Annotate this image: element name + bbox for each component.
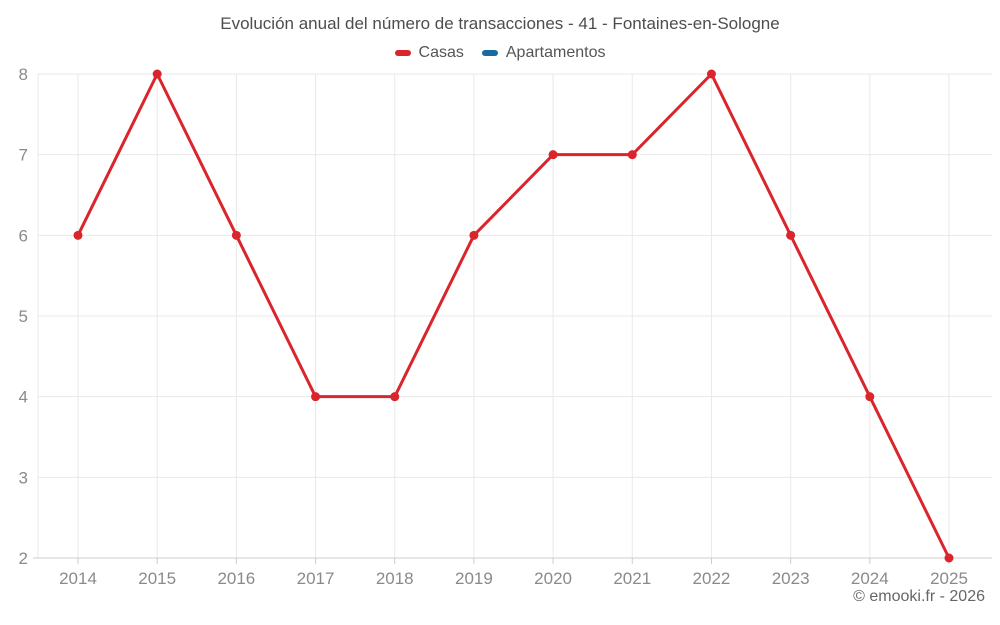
y-tick-label: 7 <box>19 146 28 165</box>
x-tick-label: 2014 <box>59 569 97 588</box>
data-point-casas-2018[interactable] <box>390 392 400 402</box>
y-tick-label: 6 <box>19 226 28 245</box>
legend-item-apartamentos[interactable]: Apartamentos <box>481 44 606 62</box>
data-point-casas-2025[interactable] <box>944 553 954 563</box>
series-line-casas <box>76 72 951 560</box>
chart-title: Evolución anual del número de transaccio… <box>220 14 780 33</box>
legend-swatch-casas <box>394 50 411 56</box>
data-point-casas-2015[interactable] <box>152 69 162 79</box>
y-tick-label: 2 <box>19 549 28 568</box>
data-point-casas-2024[interactable] <box>865 392 875 402</box>
y-tick-label: 3 <box>19 468 28 487</box>
x-tick-label: 2016 <box>217 569 255 588</box>
data-point-casas-2019[interactable] <box>469 230 479 240</box>
x-tick-label: 2023 <box>772 569 810 588</box>
legend-swatch-apartamentos <box>481 50 498 56</box>
data-point-casas-2023[interactable] <box>786 230 796 240</box>
y-tick-label: 5 <box>19 307 28 326</box>
copyright: © emooki.fr - 2026 <box>853 588 985 605</box>
legend-label: Casas <box>418 44 464 61</box>
x-tick-label: 2019 <box>455 569 493 588</box>
data-point-casas-2021[interactable] <box>627 150 637 160</box>
y-tick-label: 4 <box>19 388 28 407</box>
legend-label: Apartamentos <box>505 44 606 61</box>
x-tick-label: 2020 <box>534 569 572 588</box>
data-point-casas-2017[interactable] <box>311 392 321 402</box>
chart-legend: Casas Apartamentos <box>0 42 1000 64</box>
x-tick-label: 2024 <box>851 569 889 588</box>
x-tick-label: 2015 <box>138 569 176 588</box>
y-tick-label: 8 <box>19 65 28 84</box>
x-tick-label: 2021 <box>613 569 651 588</box>
data-point-casas-2020[interactable] <box>548 150 558 160</box>
legend-item-casas[interactable]: Casas <box>394 44 464 62</box>
x-tick-label: 2017 <box>297 569 335 588</box>
data-point-casas-2014[interactable] <box>73 230 83 240</box>
x-tick-label: 2022 <box>693 569 731 588</box>
x-tick-label: 2025 <box>930 569 968 588</box>
x-tick-label: 2018 <box>376 569 414 588</box>
data-point-casas-2022[interactable] <box>706 69 716 79</box>
data-point-casas-2016[interactable] <box>231 230 241 240</box>
